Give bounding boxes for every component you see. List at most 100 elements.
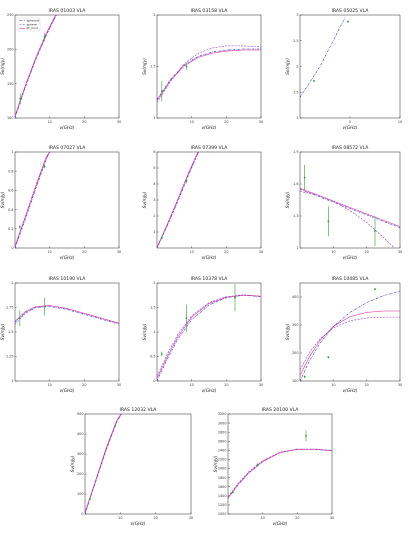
- y-tick-label: 1: [296, 246, 298, 250]
- x-tick-label: 5: [349, 120, 351, 124]
- series-line-spheroid: [15, 152, 50, 248]
- y-tick-label: 0.2: [8, 227, 13, 231]
- y-tick-label: 1000: [218, 512, 227, 516]
- data-point: [185, 65, 188, 68]
- y-tick-label: 200: [292, 351, 298, 355]
- x-tick-label: 30: [398, 383, 402, 387]
- chart-title: IRAS 07399 VLA: [191, 145, 229, 151]
- x-axis-label: ν(GHz): [60, 125, 75, 131]
- y-tick-label: 0.8: [8, 169, 13, 173]
- data-point: [374, 288, 376, 291]
- y-tick-label: 0: [81, 512, 83, 516]
- x-tick-label: 10: [331, 383, 335, 387]
- chart-panel: IRAS 01003 VLA 10 20 30 100 150 200 250 ν(GHz) Sν…: [0, 8, 121, 131]
- y-tick-label: 0: [11, 246, 13, 250]
- series-line-sphere: [157, 152, 199, 248]
- y-tick-label: 1200: [218, 503, 227, 507]
- data-point: [43, 165, 46, 168]
- y-axis-label: Sν(mJy): [0, 191, 6, 208]
- data-point: [313, 80, 315, 82]
- x-axis-label: ν(GHz): [60, 388, 75, 394]
- series-line-spheroid: [157, 294, 261, 381]
- y-axis-label: Sν(mJy): [70, 455, 76, 472]
- y-axis-label: Sν(mJy): [142, 58, 148, 75]
- plot-frame: [299, 282, 401, 382]
- y-tick-label: 1: [11, 379, 13, 383]
- y-tick-label: 1: [153, 116, 155, 120]
- y-tick-label: 1.75: [6, 306, 14, 310]
- x-axis-label: ν(GHz): [202, 388, 217, 394]
- y-tick-label: 1: [296, 116, 298, 120]
- x-tick-label: 20: [82, 120, 86, 124]
- y-tick-label: 3200: [218, 412, 227, 416]
- data-point: [256, 464, 259, 466]
- y-tick-label: 1: [153, 230, 155, 234]
- y-tick-label: 2400: [218, 449, 227, 453]
- x-tick-label: 10: [190, 120, 194, 124]
- y-tick-label: 150: [7, 82, 13, 86]
- y-tick-label: 300: [77, 452, 83, 456]
- data-point: [43, 305, 46, 308]
- series-line-sphere: [300, 191, 395, 248]
- plot-frame: [14, 282, 120, 382]
- plot-frame: [227, 413, 333, 515]
- x-tick-label: 10: [331, 250, 335, 254]
- series-line-spheroid: [15, 306, 119, 325]
- x-axis-label: ν(GHz): [202, 255, 217, 261]
- y-tick-label: 1.9: [293, 150, 298, 154]
- y-tick-label: 1.3: [293, 214, 298, 218]
- plot-frame: [14, 151, 120, 249]
- chart-title: IRAS 20100 VLA: [262, 407, 300, 413]
- y-axis-label: Sν(mJy): [285, 323, 291, 340]
- x-tick-label: 20: [365, 383, 369, 387]
- y-tick-label: 2: [153, 281, 155, 285]
- y-tick-label: 1.25: [6, 355, 14, 359]
- chart-panel: IRAS 07399 VLA 10 20 30 1 2 3 4 5 6 ν(GHz) Sν(mJy): [142, 145, 263, 261]
- y-tick-label: 200: [7, 48, 13, 52]
- y-tick-label: 1.5: [293, 90, 298, 94]
- y-tick-label: 3000: [218, 421, 227, 425]
- data-point: [303, 375, 306, 378]
- x-tick-label: 30: [259, 250, 263, 254]
- x-tick-label: 30: [398, 250, 402, 254]
- y-tick-label: 1600: [218, 485, 227, 489]
- series-line-spheroid: [300, 17, 346, 98]
- x-tick-label: 20: [365, 250, 369, 254]
- y-tick-label: 250: [7, 13, 13, 17]
- series-line-sphere: [157, 45, 261, 103]
- x-tick-label: 30: [117, 383, 121, 387]
- data-point: [160, 90, 163, 93]
- series-line-pt_mod: [157, 294, 261, 379]
- y-tick-label: 100: [7, 116, 13, 120]
- x-tick-label: 20: [82, 383, 86, 387]
- data-point: [18, 225, 21, 228]
- x-tick-label: 30: [259, 383, 263, 387]
- y-tick-label: 1.5: [150, 65, 155, 69]
- chart-title: IRAS 10485 VLA: [332, 276, 370, 282]
- chart-panel: IRAS 10485 VLA 10 20 30 100 200 300 400 ν(GHz) Sν…: [285, 276, 402, 394]
- chart-title: IRAS 10378 VLA: [191, 276, 229, 282]
- y-axis-label: Sν(mJy): [142, 191, 148, 208]
- y-tick-label: 2200: [218, 458, 227, 462]
- plot-frame: [156, 14, 262, 119]
- plot-frame: [156, 282, 262, 382]
- plot-frame: [84, 413, 192, 515]
- y-tick-label: 200: [77, 472, 83, 476]
- series-line-spheroid: [85, 414, 122, 514]
- data-point: [234, 296, 236, 299]
- chart-panel: IRAS 07027 VLA 10 20 30 0 0.2 0.4 0.6 0.8 1 ν(GHz)…: [0, 145, 121, 261]
- y-tick-label: 1800: [218, 476, 227, 480]
- x-tick-label: 30: [189, 516, 193, 520]
- data-point: [160, 236, 163, 239]
- x-axis-label: ν(GHz): [273, 521, 288, 527]
- y-tick-label: 2600: [218, 439, 227, 443]
- x-tick-label: 20: [82, 250, 86, 254]
- chart-title: IRAS 10190 VLA: [49, 276, 87, 282]
- x-tick-label: 30: [117, 250, 121, 254]
- y-tick-label: 1.5: [8, 330, 13, 334]
- y-tick-label: 0.5: [150, 355, 155, 359]
- y-axis-label: Sν(mJy): [285, 58, 291, 75]
- data-point: [185, 179, 188, 182]
